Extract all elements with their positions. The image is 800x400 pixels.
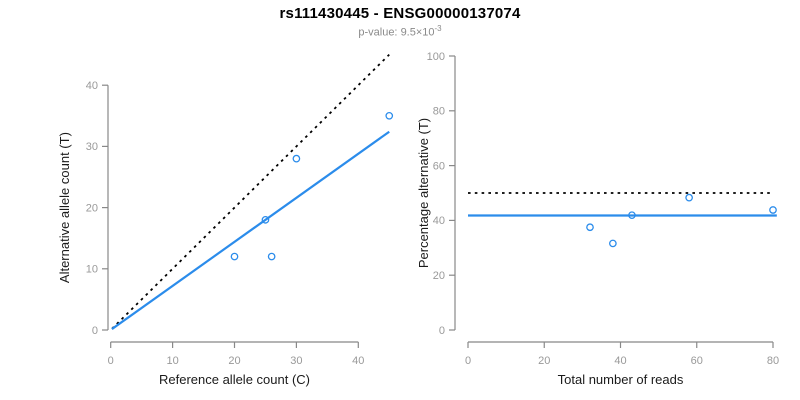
pvalue-base: 9.5×10 [400,26,435,39]
data-point [261,215,270,224]
x-tick-label: 80 [767,355,779,367]
pvalue-prefix: p-value: [358,26,401,39]
data-point [685,193,693,202]
y-tick-label: 0 [439,325,445,337]
pvalue-exponent: -3 [434,24,442,33]
allele-counts-plot: 0 10 20 30 40 0 10 20 30 40 Reference allele count… [57,53,394,387]
percentage-alternative-plot: 0 20 40 60 80 100 0 20 40 60 80 Total number of rea… [416,51,779,387]
x-tick-label: 40 [352,355,364,367]
figure-subtitle: p-value: 9.5×10-3 [0,24,800,39]
data-point [628,211,636,220]
y-tick-label: 40 [433,215,445,227]
data-point [586,223,594,232]
y-tick-label: 10 [86,264,98,276]
data-point [769,206,777,214]
x-axis-title: Reference allele count (C) [159,372,310,387]
fit-line [111,130,390,330]
data-point [292,154,301,163]
x-tick-label: 0 [465,355,471,367]
data-point [267,252,276,261]
data-point [609,239,617,248]
y-tick-label: 20 [433,270,445,282]
y-tick-label: 0 [92,325,98,337]
data-point [230,252,239,261]
y-tick-label: 60 [433,160,445,172]
y-tick-label: 40 [86,80,98,92]
x-tick-label: 20 [538,355,550,367]
x-tick-label: 60 [691,355,703,367]
identity-line [111,53,390,330]
x-tick-label: 0 [108,355,114,367]
y-axis-title: Percentage alternative (T) [416,118,431,268]
x-tick-label: 40 [614,355,626,367]
y-tick-label: 20 [86,202,98,214]
figure-title: rs111430445 - ENSG00000137074 [279,5,521,22]
y-axis-title: Alternative allele count (T) [57,132,72,283]
data-point [385,111,394,120]
y-tick-label: 100 [427,51,445,63]
y-tick-label: 30 [86,141,98,153]
x-tick-label: 30 [290,355,302,367]
x-tick-label: 20 [228,355,240,367]
x-axis-title: Total number of reads [558,372,684,387]
y-tick-label: 80 [433,106,445,118]
x-tick-label: 10 [166,355,178,367]
